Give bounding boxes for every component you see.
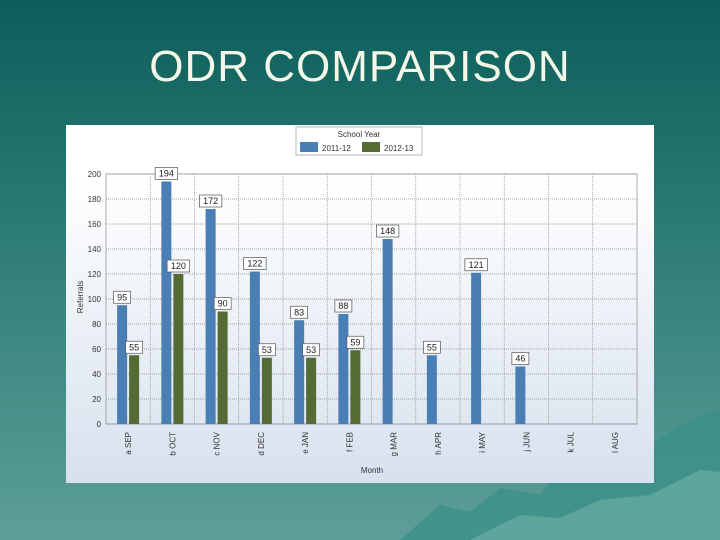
data-label-box bbox=[125, 340, 143, 354]
data-label: 88 bbox=[338, 301, 348, 311]
x-tick-label: b OCT bbox=[168, 432, 177, 456]
data-label-box bbox=[346, 335, 365, 349]
data-label-box bbox=[243, 257, 267, 270]
bar-2011-12-e JAN bbox=[294, 320, 305, 424]
x-tick-label: k JUL bbox=[567, 431, 576, 452]
data-label-box bbox=[113, 290, 131, 304]
legend-title: School Year bbox=[338, 130, 381, 139]
bar-2011-12-i MAY bbox=[471, 272, 482, 424]
y-tick-label: 60 bbox=[92, 345, 101, 354]
data-label: 55 bbox=[129, 342, 139, 352]
x-axis-title: Month bbox=[361, 466, 383, 475]
data-label: 55 bbox=[427, 342, 437, 352]
bar-2012-13-d DEC bbox=[261, 357, 272, 424]
data-label: 122 bbox=[247, 259, 262, 269]
legend-item: 2011-12 bbox=[322, 144, 351, 153]
bar-2012-13-c NOV bbox=[217, 311, 228, 424]
data-label: 194 bbox=[159, 169, 174, 179]
data-label-box bbox=[302, 343, 320, 357]
data-label-box bbox=[199, 194, 223, 208]
y-tick-label: 0 bbox=[97, 420, 102, 429]
bar-2011-12-g MAR bbox=[382, 239, 393, 424]
x-tick-label: j JUN bbox=[522, 432, 531, 453]
data-label-box bbox=[290, 305, 308, 319]
data-label-box bbox=[258, 343, 276, 357]
y-tick-label: 40 bbox=[92, 370, 101, 379]
y-tick-label: 80 bbox=[92, 320, 101, 329]
data-label-box bbox=[376, 224, 400, 238]
bar-2012-13-a SEP bbox=[129, 355, 140, 424]
data-label-box bbox=[511, 352, 530, 365]
data-label-box bbox=[464, 258, 488, 272]
data-label: 90 bbox=[218, 299, 228, 309]
x-tick-label: a SEP bbox=[124, 432, 133, 455]
data-label-layer: 95 55 194 120 172 90 122 53 83 53 88 59 148 55 121 46 bbox=[113, 167, 530, 365]
bar-2011-12-c NOV bbox=[205, 209, 216, 424]
x-tick-label: e JAN bbox=[301, 432, 310, 454]
bar-2011-12-j JUN bbox=[515, 366, 526, 424]
y-tick-label: 100 bbox=[88, 295, 102, 304]
data-label: 53 bbox=[262, 345, 272, 355]
data-label: 46 bbox=[515, 354, 525, 364]
bar-2012-13-f FEB bbox=[350, 350, 361, 424]
data-label: 83 bbox=[294, 307, 304, 317]
legend: School Year 2011-12 2012-13 bbox=[295, 126, 423, 156]
data-label-box bbox=[213, 297, 232, 310]
x-tick-label: f FEB bbox=[345, 432, 354, 452]
data-label: 148 bbox=[380, 226, 395, 236]
bar-2012-13-b OCT bbox=[173, 274, 184, 424]
y-tick-label: 160 bbox=[88, 220, 102, 229]
x-tick-label: c NOV bbox=[213, 431, 222, 455]
x-tick-label: d DEC bbox=[257, 432, 266, 456]
data-label: 95 bbox=[117, 292, 127, 302]
slide-title: ODR COMPARISON bbox=[149, 42, 571, 91]
x-tick-label: h APR bbox=[434, 432, 443, 455]
y-tick-label: 200 bbox=[88, 170, 102, 179]
x-tick-label: i MAY bbox=[478, 431, 487, 452]
axis-layer: 0 20 40 60 80 100 120 140 160 180 200 a SEP b OCT c N… bbox=[88, 170, 620, 456]
data-label-box bbox=[154, 167, 178, 180]
bar-layer bbox=[117, 181, 526, 424]
data-label-box bbox=[166, 259, 190, 273]
legend-swatch bbox=[300, 142, 318, 152]
bar-2011-12-b OCT bbox=[161, 181, 172, 424]
data-label: 120 bbox=[171, 261, 186, 271]
grid-layer bbox=[105, 173, 638, 425]
bar-2011-12-a SEP bbox=[117, 305, 128, 424]
y-tick-label: 140 bbox=[88, 245, 102, 254]
y-tick-label: 120 bbox=[88, 270, 102, 279]
y-tick-label: 180 bbox=[88, 195, 102, 204]
legend-box bbox=[295, 126, 423, 156]
legend-item: 2012-13 bbox=[384, 144, 414, 153]
data-label: 172 bbox=[203, 196, 218, 206]
legend-swatch bbox=[362, 142, 380, 152]
chart-panel: 0 20 40 60 80 100 120 140 160 180 200 a SEP b OCT c N… bbox=[66, 125, 654, 483]
bar-2011-12-h APR bbox=[426, 355, 437, 424]
x-tick-label: g MAR bbox=[390, 432, 399, 457]
data-label-box bbox=[423, 340, 441, 354]
data-label: 121 bbox=[469, 260, 484, 270]
bar-2012-13-e JAN bbox=[306, 357, 317, 424]
bar-2011-12-f FEB bbox=[338, 314, 349, 424]
bar-chart: 0 20 40 60 80 100 120 140 160 180 200 a SEP b OCT c N… bbox=[76, 126, 638, 475]
data-label: 53 bbox=[306, 345, 316, 355]
data-label-box bbox=[334, 299, 353, 313]
x-tick-label: l AUG bbox=[611, 432, 620, 453]
bar-2011-12-d DEC bbox=[249, 271, 260, 424]
y-tick-label: 20 bbox=[92, 395, 101, 404]
y-axis-title: Referrals bbox=[76, 281, 85, 313]
data-label: 59 bbox=[350, 337, 360, 347]
